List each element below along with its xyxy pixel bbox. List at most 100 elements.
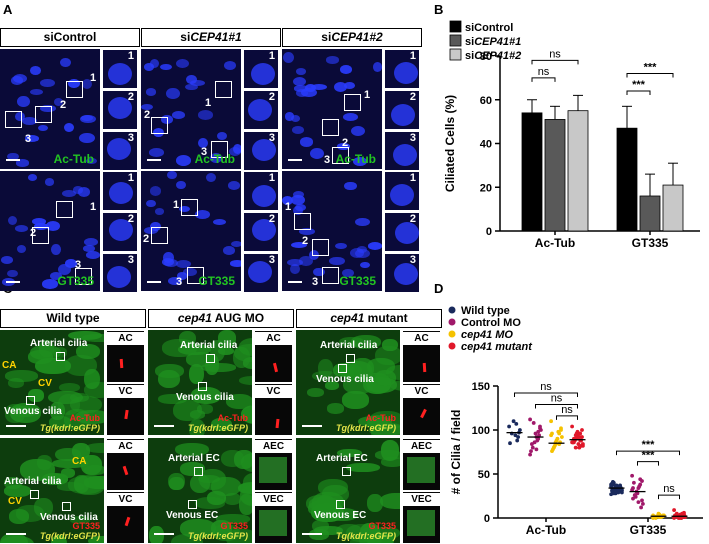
vessel-cell <box>211 417 233 431</box>
nucleus <box>175 181 186 190</box>
roi-box <box>187 267 204 284</box>
vessel-annotation: Arterial cilia <box>30 338 88 349</box>
stain-label: GT335 <box>72 521 100 531</box>
roi-box <box>66 81 83 98</box>
y-tick-label: 20 <box>480 182 492 194</box>
nucleus <box>308 249 320 261</box>
vessel-cell <box>337 448 362 458</box>
vessel-cell <box>380 456 400 467</box>
transgene-label: Tg(kdrl:eGFP) <box>188 531 248 541</box>
cilium <box>272 362 278 372</box>
ca-label: CA <box>2 360 17 371</box>
panel-c-header: Wild type <box>0 309 146 328</box>
significance-bracket <box>531 77 556 82</box>
vessel-cell <box>5 404 26 423</box>
nucleus <box>231 240 241 247</box>
vessel-cell <box>4 485 31 497</box>
vessel-cell <box>194 497 225 509</box>
nucleus <box>42 279 58 289</box>
roi-box <box>56 352 65 361</box>
nucleus <box>67 78 80 89</box>
nucleus <box>17 95 30 107</box>
vessel-cell <box>161 339 198 357</box>
significance-bracket <box>616 450 680 456</box>
vessel-cell <box>197 474 220 484</box>
nucleus <box>248 261 273 284</box>
y-tick-label: 60 <box>480 95 492 107</box>
x-category-label: GT335 <box>630 523 667 537</box>
roi-box <box>322 119 339 136</box>
significance-label: *** <box>644 62 658 74</box>
roi-box <box>75 268 92 285</box>
inset-number: 1 <box>268 172 275 184</box>
panel-label-d: D <box>434 281 444 296</box>
vessel-cell <box>179 462 205 476</box>
roi-number: 3 <box>324 154 331 166</box>
data-point <box>515 438 520 443</box>
cilium <box>275 418 280 428</box>
legend-label: siCEP41#1 <box>465 36 521 48</box>
nucleus <box>252 184 277 207</box>
legend-marker <box>448 330 456 338</box>
panel-a-header: siCEP41#1 <box>141 28 281 47</box>
zoom-inset: 3 <box>243 131 279 171</box>
data-point <box>616 489 621 494</box>
nucleus <box>7 216 17 226</box>
significance-bracket <box>556 415 578 420</box>
panel-c-micrograph: Arterial EC Venous EC GT335 Tg(kdrl:eGFP) <box>296 438 400 543</box>
panel-a-micrograph: 1 2 3 GT335 <box>141 171 241 291</box>
zoom-inset: AC <box>402 330 441 383</box>
vessel-cell <box>51 459 88 469</box>
vessel-annotation: Venous cilia <box>4 406 62 417</box>
data-point <box>532 440 537 445</box>
inset-label: VEC <box>403 493 440 506</box>
nucleus <box>284 112 295 121</box>
legend-label: siCEP41#2 <box>465 50 521 62</box>
nucleus <box>283 51 295 63</box>
nucleus <box>163 251 174 263</box>
vessel-cell <box>385 364 400 380</box>
x-category-label: Ac-Tub <box>526 523 566 537</box>
data-point <box>672 508 676 512</box>
zoom-inset: 2 <box>102 212 138 252</box>
roi-box <box>322 267 339 284</box>
vessel-cell <box>180 519 216 538</box>
vessel-cell <box>216 513 250 524</box>
data-point <box>513 433 518 438</box>
data-point <box>530 442 534 446</box>
nucleus <box>86 157 97 164</box>
scale-bar <box>302 425 322 427</box>
vessel-cell <box>242 357 252 369</box>
nucleus <box>299 137 314 147</box>
nucleus <box>176 154 192 166</box>
nucleus <box>51 244 61 255</box>
legend-swatch <box>449 34 462 47</box>
legend-marker <box>448 306 456 314</box>
roi-number: 2 <box>342 137 349 149</box>
data-point <box>549 419 553 424</box>
panel-c-micrograph: Arterial cilia Venous cilia CA CV Ac-Tub Tg(k… <box>0 330 104 435</box>
inset-number: 2 <box>127 91 134 103</box>
inset-number: 2 <box>268 91 275 103</box>
inset-label: VC <box>107 493 144 506</box>
vessel-cell <box>4 370 39 382</box>
roi-box <box>194 467 203 476</box>
stain-label: Ac-Tub <box>365 413 396 423</box>
nucleus <box>333 82 347 93</box>
roi-box <box>332 147 349 164</box>
nucleus <box>295 89 308 98</box>
panel-c-micrograph: Arterial cilia Venous cilia Ac-Tub Tg(kdrl:… <box>296 330 400 435</box>
nucleus <box>282 196 294 206</box>
nucleus <box>40 78 56 87</box>
nucleus <box>342 268 354 277</box>
legend-label: siControl <box>465 22 513 34</box>
vessel-cell <box>223 492 241 505</box>
vessel-annotation: Arterial cilia <box>320 340 378 351</box>
roi-box <box>26 396 35 405</box>
nucleus <box>292 77 306 87</box>
nucleus <box>359 261 370 269</box>
roi-box <box>56 201 73 218</box>
significance-label: ns <box>549 48 561 60</box>
inset-label: VC <box>107 385 144 398</box>
inset-number: 2 <box>268 213 275 225</box>
